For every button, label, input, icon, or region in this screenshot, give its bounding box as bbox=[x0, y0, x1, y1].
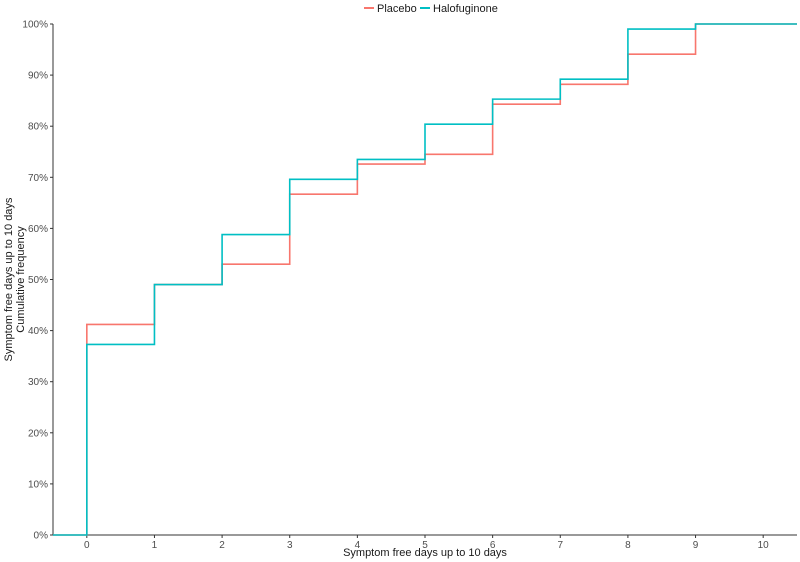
y-tick-label: 20% bbox=[28, 428, 48, 439]
x-tick-label: 10 bbox=[758, 540, 770, 551]
legend-label-placebo: Placebo bbox=[377, 3, 417, 15]
y-tick-label: 10% bbox=[28, 479, 48, 490]
y-tick-label: 70% bbox=[28, 173, 48, 184]
x-tick-label: 2 bbox=[219, 540, 225, 551]
x-axis: 0 1 2 3 4 5 6 7 8 9 10 bbox=[53, 534, 797, 551]
y-axis: 0% 10% 20% 30% 40% 50% 60% 70% 80% 90% 100% bbox=[22, 20, 54, 542]
y-tick-label: 40% bbox=[28, 326, 48, 337]
x-tick-label: 7 bbox=[557, 540, 563, 551]
y-tick-label: 60% bbox=[28, 224, 48, 235]
y-tick-label: 0% bbox=[34, 531, 49, 542]
x-tick-label: 6 bbox=[490, 540, 496, 551]
x-tick-label: 4 bbox=[355, 540, 361, 551]
series-line-placebo bbox=[53, 23, 797, 536]
x-tick-label: 8 bbox=[625, 540, 631, 551]
legend: Placebo Halofuginone bbox=[364, 3, 498, 15]
y-axis-title-line-1: Symptom free days up to 10 days bbox=[3, 197, 15, 361]
y-axis-title-line-2: Cumulative frequency bbox=[15, 226, 27, 333]
series-layer bbox=[53, 23, 797, 536]
legend-label-halofuginone: Halofuginone bbox=[433, 3, 498, 15]
y-tick-label: 80% bbox=[28, 122, 48, 133]
x-tick-label: 3 bbox=[287, 540, 293, 551]
x-tick-label: 1 bbox=[152, 540, 158, 551]
series-line-halofuginone bbox=[53, 23, 797, 536]
y-tick-label: 30% bbox=[28, 377, 48, 388]
x-tick-label: 0 bbox=[84, 540, 90, 551]
y-tick-label: 90% bbox=[28, 71, 48, 82]
y-tick-label: 100% bbox=[22, 20, 48, 31]
y-tick-label: 50% bbox=[28, 275, 48, 286]
x-tick-label: 5 bbox=[422, 540, 428, 551]
x-axis-title: Symptom free days up to 10 days bbox=[343, 547, 507, 559]
x-tick-label: 9 bbox=[693, 540, 699, 551]
